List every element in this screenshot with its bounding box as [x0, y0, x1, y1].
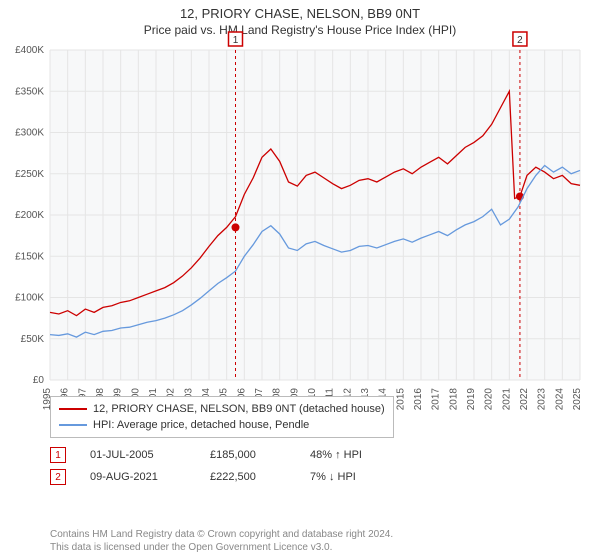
- svg-text:2018: 2018: [448, 388, 459, 411]
- svg-text:£300K: £300K: [15, 128, 44, 139]
- svg-text:2021: 2021: [501, 388, 512, 411]
- title-line-2: Price paid vs. HM Land Registry's House …: [0, 21, 600, 41]
- sale-row: 2 09-AUG-2021£222,5007% ↓ HPI: [50, 466, 410, 488]
- svg-text:2016: 2016: [413, 388, 424, 411]
- svg-text:£50K: £50K: [21, 334, 45, 345]
- price-chart: £0£50K£100K£150K£200K£250K£300K£350K£400…: [50, 50, 580, 380]
- legend-label: 12, PRIORY CHASE, NELSON, BB9 0NT (detac…: [93, 403, 385, 415]
- footer-line-2: This data is licensed under the Open Gov…: [50, 541, 393, 554]
- sale-diff: 7% ↓ HPI: [310, 471, 410, 483]
- svg-text:£150K: £150K: [15, 251, 44, 262]
- sale-marker: 2: [50, 469, 66, 485]
- legend-item: HPI: Average price, detached house, Pend…: [59, 417, 385, 433]
- chart-container: 12, PRIORY CHASE, NELSON, BB9 0NT Price …: [0, 0, 600, 560]
- sale-date: 01-JUL-2005: [90, 449, 210, 461]
- svg-text:£400K: £400K: [15, 45, 44, 56]
- sale-row: 1 01-JUL-2005£185,00048% ↑ HPI: [50, 444, 410, 466]
- svg-text:2: 2: [517, 35, 523, 46]
- sale-price: £185,000: [210, 449, 310, 461]
- svg-text:2024: 2024: [554, 388, 565, 411]
- legend-swatch: [59, 408, 87, 410]
- svg-text:2022: 2022: [519, 388, 530, 411]
- sale-diff: 48% ↑ HPI: [310, 449, 410, 461]
- legend-label: HPI: Average price, detached house, Pend…: [93, 419, 309, 431]
- legend: 12, PRIORY CHASE, NELSON, BB9 0NT (detac…: [50, 396, 394, 438]
- sale-date: 09-AUG-2021: [90, 471, 210, 483]
- svg-text:£350K: £350K: [15, 86, 44, 97]
- footer-line-1: Contains HM Land Registry data © Crown c…: [50, 528, 393, 541]
- legend-item: 12, PRIORY CHASE, NELSON, BB9 0NT (detac…: [59, 401, 385, 417]
- svg-text:£250K: £250K: [15, 169, 44, 180]
- title-line-1: 12, PRIORY CHASE, NELSON, BB9 0NT: [0, 0, 600, 21]
- svg-text:2025: 2025: [572, 388, 583, 411]
- svg-text:2020: 2020: [484, 388, 495, 411]
- sales-table: 1 01-JUL-2005£185,00048% ↑ HPI 2 09-AUG-202…: [50, 444, 410, 488]
- svg-text:£200K: £200K: [15, 210, 44, 221]
- svg-text:2017: 2017: [431, 388, 442, 411]
- svg-text:2015: 2015: [395, 388, 406, 411]
- svg-text:2019: 2019: [466, 388, 477, 411]
- attribution-footer: Contains HM Land Registry data © Crown c…: [50, 528, 393, 554]
- sale-marker: 1: [50, 447, 66, 463]
- sale-price: £222,500: [210, 471, 310, 483]
- svg-text:£100K: £100K: [15, 293, 44, 304]
- svg-text:2023: 2023: [537, 388, 548, 411]
- legend-swatch: [59, 424, 87, 426]
- svg-text:1: 1: [233, 35, 239, 46]
- svg-text:£0: £0: [33, 375, 45, 386]
